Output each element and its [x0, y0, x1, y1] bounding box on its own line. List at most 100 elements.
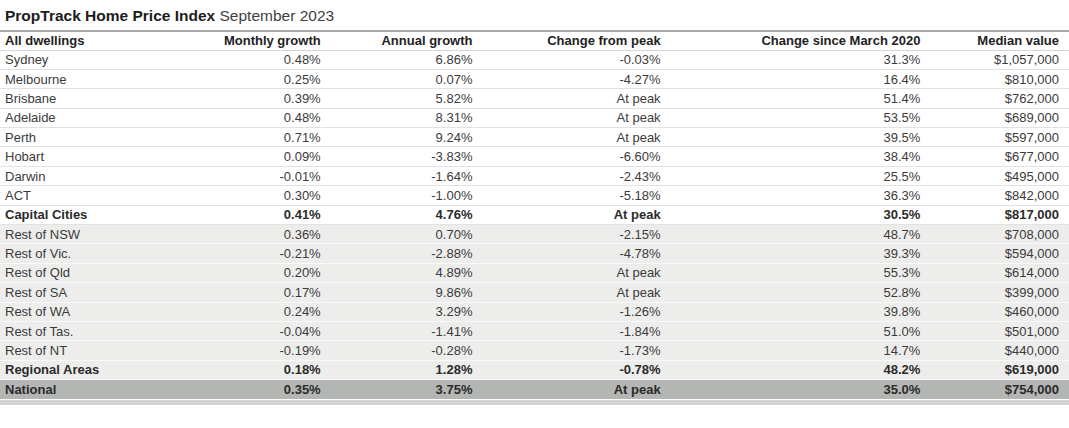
row-value: -0.04% — [203, 321, 321, 340]
row-value: At peak — [472, 89, 660, 108]
row-value: 3.75% — [321, 380, 473, 399]
row-value: 0.25% — [203, 69, 321, 88]
row-value: 0.18% — [203, 360, 321, 379]
row-value: 0.39% — [203, 89, 321, 108]
row-label: ACT — [0, 186, 203, 205]
row-value: $460,000 — [920, 302, 1069, 321]
row-value: 0.17% — [203, 283, 321, 302]
row-value: $762,000 — [920, 89, 1069, 108]
row-value: $689,000 — [920, 108, 1069, 127]
row-value: $594,000 — [920, 244, 1069, 263]
table-row: Rest of WA0.24%3.29%-1.26%39.8%$460,000 — [0, 302, 1069, 321]
row-value: At peak — [472, 108, 660, 127]
table-row: Adelaide0.48%8.31%At peak53.5%$689,000 — [0, 108, 1069, 127]
row-value: 0.30% — [203, 186, 321, 205]
row-value: At peak — [472, 205, 660, 224]
row-value: -6.60% — [472, 147, 660, 166]
proptrack-hpi-page: PropTrack Home Price Index September 202… — [0, 0, 1069, 428]
row-value: 0.36% — [203, 225, 321, 244]
row-value: 51.0% — [661, 321, 921, 340]
row-value: -0.28% — [321, 341, 473, 360]
row-value: 48.2% — [661, 360, 921, 379]
row-value: 3.29% — [321, 302, 473, 321]
row-value: 0.48% — [203, 108, 321, 127]
row-label: Rest of Qld — [0, 263, 203, 282]
table-row: Rest of NSW0.36%0.70%-2.15%48.7%$708,000 — [0, 225, 1069, 244]
row-value: 48.7% — [661, 225, 921, 244]
row-value: -0.21% — [203, 244, 321, 263]
row-value: 51.4% — [661, 89, 921, 108]
row-label: Rest of NT — [0, 341, 203, 360]
row-value: 0.24% — [203, 302, 321, 321]
row-value: 4.76% — [321, 205, 473, 224]
row-value: $817,000 — [920, 205, 1069, 224]
row-value: -5.18% — [472, 186, 660, 205]
row-value: -2.15% — [472, 225, 660, 244]
row-value: -1.00% — [321, 186, 473, 205]
row-label: Regional Areas — [0, 360, 203, 379]
row-value: $1,057,000 — [920, 50, 1069, 69]
row-label: Rest of NSW — [0, 225, 203, 244]
row-value: 35.0% — [661, 380, 921, 399]
table-header: All dwellingsMonthly growthAnnual growth… — [0, 31, 1069, 50]
row-value: At peak — [472, 263, 660, 282]
table-row: Darwin-0.01%-1.64%-2.43%25.5%$495,000 — [0, 166, 1069, 185]
row-value: $614,000 — [920, 263, 1069, 282]
row-label: National — [0, 380, 203, 399]
row-value: $495,000 — [920, 166, 1069, 185]
row-value: -0.03% — [472, 50, 660, 69]
row-value: -2.88% — [321, 244, 473, 263]
table-header-row: All dwellingsMonthly growthAnnual growth… — [0, 31, 1069, 50]
row-value: 0.35% — [203, 380, 321, 399]
table-row: Melbourne0.25%0.07%-4.27%16.4%$810,000 — [0, 69, 1069, 88]
title-product-name: PropTrack Home Price Index — [5, 7, 215, 24]
table-row: Brisbane0.39%5.82%At peak51.4%$762,000 — [0, 89, 1069, 108]
row-label: Rest of Tas. — [0, 321, 203, 340]
row-value: 39.8% — [661, 302, 921, 321]
row-value: $597,000 — [920, 128, 1069, 147]
row-label: Rest of SA — [0, 283, 203, 302]
row-label: Rest of WA — [0, 302, 203, 321]
row-label: Sydney — [0, 50, 203, 69]
row-value: 53.5% — [661, 108, 921, 127]
row-value: 9.24% — [321, 128, 473, 147]
row-value: $619,000 — [920, 360, 1069, 379]
row-value: 0.07% — [321, 69, 473, 88]
row-label: Rest of Vic. — [0, 244, 203, 263]
row-label: Melbourne — [0, 69, 203, 88]
row-value: $810,000 — [920, 69, 1069, 88]
column-header: Monthly growth — [203, 31, 321, 50]
row-value: At peak — [472, 283, 660, 302]
row-value: 1.28% — [321, 360, 473, 379]
table-row: ACT0.30%-1.00%-5.18%36.3%$842,000 — [0, 186, 1069, 205]
row-value: $708,000 — [920, 225, 1069, 244]
row-value: 38.4% — [661, 147, 921, 166]
table-row: Rest of NT-0.19%-0.28%-1.73%14.7%$440,00… — [0, 341, 1069, 360]
row-value: 16.4% — [661, 69, 921, 88]
row-value: 4.89% — [321, 263, 473, 282]
table-body: Sydney0.48%6.86%-0.03%31.3%$1,057,000Mel… — [0, 50, 1069, 399]
table-row: Perth0.71%9.24%At peak39.5%$597,000 — [0, 128, 1069, 147]
row-value: -0.78% — [472, 360, 660, 379]
row-value: $842,000 — [920, 186, 1069, 205]
row-value: $754,000 — [920, 380, 1069, 399]
row-value: 0.48% — [203, 50, 321, 69]
row-value: 9.86% — [321, 283, 473, 302]
table-row: Rest of SA0.17%9.86%At peak52.8%$399,000 — [0, 283, 1069, 302]
row-value: -0.19% — [203, 341, 321, 360]
table-row: Sydney0.48%6.86%-0.03%31.3%$1,057,000 — [0, 50, 1069, 69]
home-price-index-table: All dwellingsMonthly growthAnnual growth… — [0, 30, 1069, 400]
row-value: 25.5% — [661, 166, 921, 185]
row-value: 0.71% — [203, 128, 321, 147]
page-title: PropTrack Home Price Index September 202… — [0, 0, 1069, 30]
row-label: Adelaide — [0, 108, 203, 127]
row-value: -0.01% — [203, 166, 321, 185]
row-value: -1.26% — [472, 302, 660, 321]
table-row: Rest of Tas.-0.04%-1.41%-1.84%51.0%$501,… — [0, 321, 1069, 340]
row-value: 6.86% — [321, 50, 473, 69]
row-value: $399,000 — [920, 283, 1069, 302]
row-value: 36.3% — [661, 186, 921, 205]
row-value: -1.84% — [472, 321, 660, 340]
row-value: 52.8% — [661, 283, 921, 302]
row-label: Hobart — [0, 147, 203, 166]
